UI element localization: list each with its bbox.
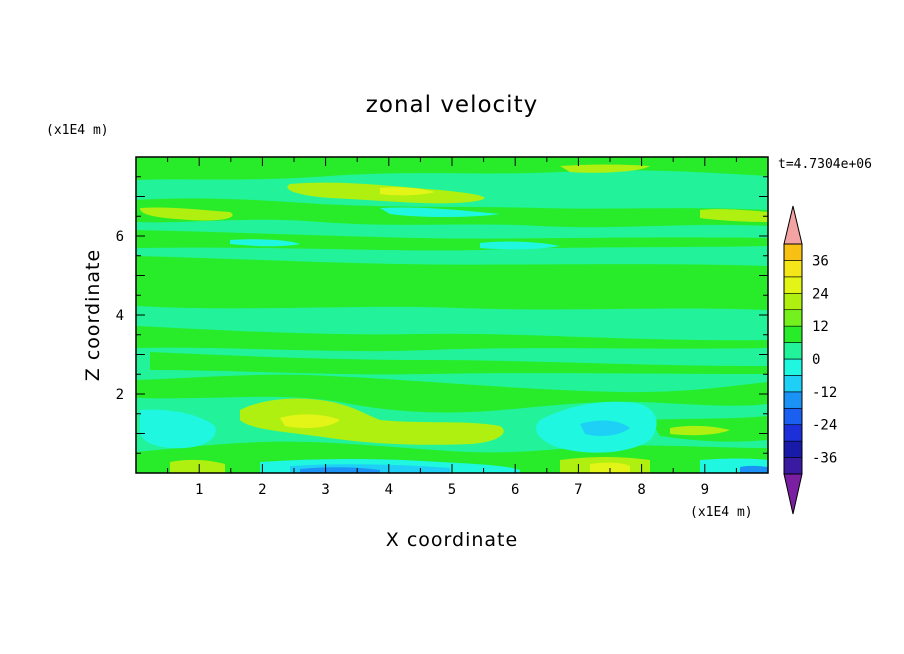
colorbar-level — [783, 407, 803, 426]
x-tick-label: 9 — [701, 482, 709, 498]
field-band-positive — [150, 352, 768, 375]
x-axis-unit: (x1E4 m) — [690, 505, 753, 520]
colorbar-label: -12 — [812, 385, 837, 401]
field-band-strong-positive — [670, 425, 730, 436]
field-band-positive — [136, 374, 768, 413]
colorbar-label: 0 — [812, 352, 820, 368]
y-axis-unit: (x1E4 m) — [46, 123, 109, 138]
colorbar-level — [783, 424, 803, 442]
colorbar-level — [783, 342, 803, 360]
field-band-strong-positive — [700, 209, 768, 222]
x-tick-label: 7 — [574, 482, 582, 498]
colorbar-label: 12 — [812, 319, 829, 335]
field-band-negative — [380, 207, 500, 217]
field-band-negative — [140, 409, 216, 449]
field-band-peak — [280, 414, 340, 428]
colorbar-level — [783, 292, 803, 311]
time-label: t=4.7304e+06 — [778, 157, 872, 172]
chart-title: zonal velocity — [366, 92, 538, 118]
x-tick-label: 1 — [195, 482, 203, 498]
colorbar-label: 36 — [812, 253, 829, 269]
colorbar-label: 24 — [812, 286, 829, 302]
colorbar-level — [783, 457, 803, 475]
x-tick-label: 3 — [321, 482, 329, 498]
field-band-negative — [480, 241, 560, 250]
field-band-strong-negative — [580, 420, 630, 436]
x-tick-label: 8 — [637, 482, 645, 498]
field-band-strong-positive — [240, 398, 504, 445]
x-tick-label: 5 — [448, 482, 456, 498]
colorbar: 36 24 12 0 -12 -24 -36 — [783, 205, 837, 515]
colorbar-level — [783, 260, 803, 278]
field-band-peak — [380, 187, 435, 196]
x-tick-label: 6 — [511, 482, 519, 498]
colorbar-frame — [783, 243, 803, 475]
colorbar-upper-arrow — [783, 205, 803, 245]
field-band-negative — [230, 239, 300, 247]
colorbar-level — [783, 243, 803, 261]
colorbar-level — [783, 440, 803, 458]
field-band-positive — [136, 326, 768, 352]
x-tick-label: 2 — [258, 482, 266, 498]
field-band-westward-core — [300, 467, 380, 473]
y-tick-label: 2 — [116, 387, 124, 403]
x-axis-label: X coordinate — [386, 529, 518, 551]
field-band-positive — [136, 230, 768, 251]
field-band-westward-core — [740, 465, 768, 473]
y-tick-label: 6 — [116, 229, 124, 245]
field-band-positive — [136, 157, 768, 180]
x-tick-label: 4 — [385, 482, 393, 498]
field-band-strong-positive — [560, 164, 650, 173]
colorbar-level — [783, 375, 803, 393]
axes: 1 2 3 4 5 6 7 8 9 2 4 6 — [116, 157, 768, 498]
colorbar-label: -24 — [812, 418, 837, 434]
y-tick-label: 4 — [116, 308, 124, 324]
colorbar-label: -36 — [812, 451, 837, 467]
colorbar-level — [783, 309, 803, 327]
colorbar-level — [783, 325, 803, 343]
colorbar-level — [783, 276, 803, 294]
colorbar-level — [783, 391, 803, 409]
y-axis-label: Z coordinate — [82, 249, 104, 381]
contour-field — [136, 157, 768, 473]
field-band-strong-positive — [140, 207, 233, 221]
field-band-peak — [590, 462, 630, 473]
field-band-positive — [136, 256, 768, 310]
colorbar-lower-arrow — [783, 473, 803, 515]
colorbar-level — [783, 358, 803, 376]
field-band-strong-positive — [170, 459, 225, 473]
